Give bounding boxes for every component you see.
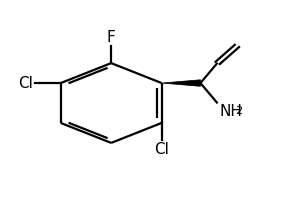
Polygon shape [162,80,200,86]
Text: 2: 2 [235,105,242,116]
Text: Cl: Cl [18,76,33,91]
Text: Cl: Cl [154,142,169,157]
Text: NH: NH [219,104,242,119]
Text: F: F [107,30,116,45]
